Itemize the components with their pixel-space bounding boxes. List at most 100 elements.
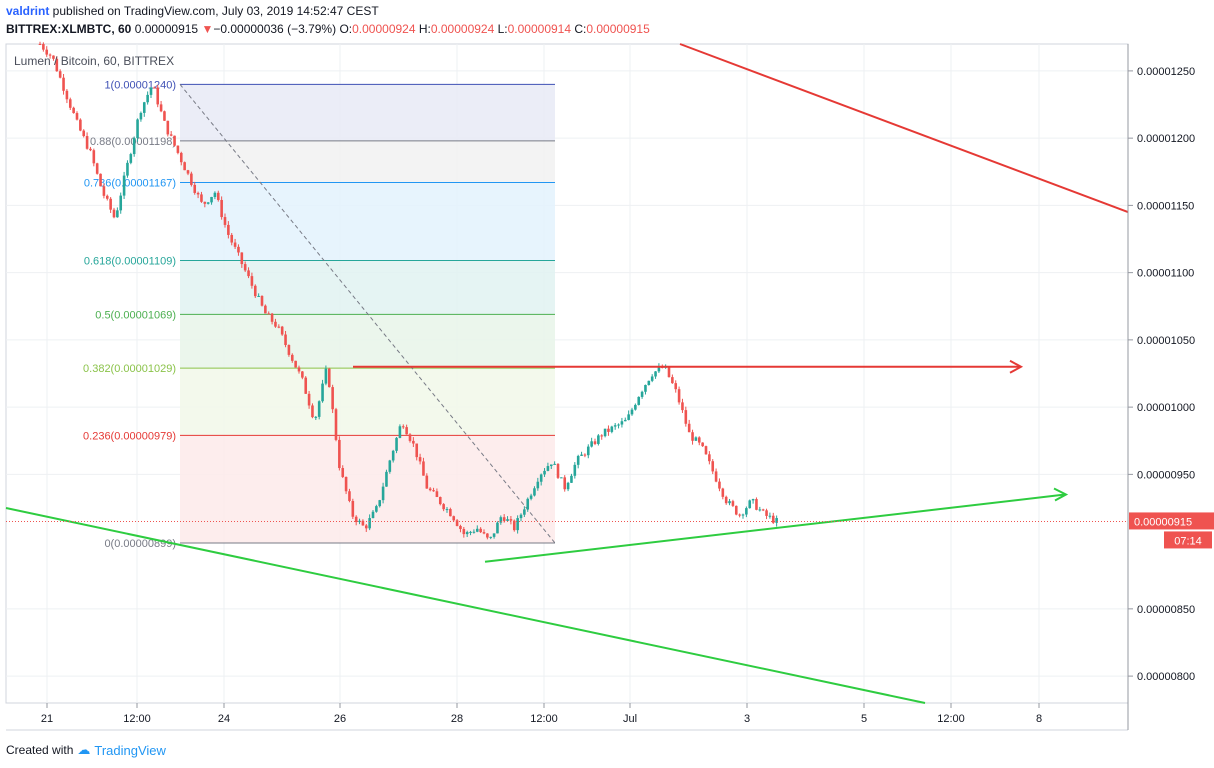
- candle-body: [116, 210, 119, 218]
- candle-body: [230, 234, 234, 243]
- candle-body: [452, 516, 456, 521]
- price-chart[interactable]: 0.00001250 0.00001200 0.00001150 0.00001100…: [0, 0, 1214, 735]
- candle-body: [516, 518, 519, 531]
- publish-info: published on TradingView.com, July 03, 2…: [49, 4, 379, 18]
- fib-level-label: 1(0.00001240): [104, 79, 176, 91]
- resistance-arrowhead: [1009, 359, 1024, 374]
- candle-body: [586, 446, 590, 456]
- candle-body: [738, 514, 741, 516]
- candle-body: [442, 504, 445, 510]
- last-price: 0.00000915: [134, 22, 199, 36]
- rising-support-line: [484, 493, 1066, 563]
- candle-body: [721, 488, 725, 497]
- candle-body: [435, 491, 439, 498]
- candle-body: [438, 497, 442, 505]
- candle-body: [112, 209, 116, 218]
- candle-body: [745, 508, 748, 515]
- x-tick-label: 24: [218, 713, 230, 725]
- candle-body: [341, 468, 345, 477]
- fib-level-label: 0(0.00000899): [104, 538, 176, 550]
- candle-body: [277, 326, 281, 328]
- candle-body: [667, 366, 671, 378]
- candle-body: [351, 500, 355, 517]
- long-support-line: [5, 507, 926, 704]
- candle-body: [422, 461, 425, 476]
- candle-body: [166, 120, 170, 135]
- candle-body: [85, 136, 89, 149]
- candle-body: [576, 455, 580, 465]
- candle-body: [593, 441, 597, 444]
- candle-body: [556, 463, 560, 478]
- candle-body: [280, 326, 284, 335]
- candle-body: [331, 387, 334, 410]
- descending-trendline: [679, 43, 1129, 214]
- tradingview-logo-icon: ☁: [77, 742, 91, 757]
- chart-title: Lumen / Bitcoin, 60, BITTREX: [14, 54, 174, 68]
- countdown-label: 07:14: [1174, 535, 1202, 547]
- fib-level-label: 0.786(0.00001167): [84, 178, 176, 190]
- candle-body: [647, 380, 651, 385]
- candle-body: [644, 384, 647, 392]
- x-tick-label: 26: [334, 713, 346, 725]
- candle-body: [613, 425, 617, 427]
- candle-body: [334, 409, 338, 440]
- candle-body: [203, 201, 207, 204]
- candle-body: [89, 148, 92, 151]
- candle-body: [62, 77, 65, 91]
- candle-body: [728, 501, 731, 504]
- candle-body: [193, 184, 197, 193]
- open-label: O:: [339, 22, 353, 36]
- candle-body: [317, 401, 321, 417]
- candle-body: [711, 461, 715, 472]
- low-value: 0.00000914: [507, 22, 572, 36]
- high-label: H:: [418, 22, 431, 36]
- open-value: 0.00000924: [352, 22, 416, 36]
- x-tick-label: 8: [1036, 713, 1042, 725]
- candle-body: [72, 107, 75, 114]
- candle-body: [294, 360, 297, 368]
- candle-body: [408, 434, 412, 441]
- candle-body: [704, 446, 708, 455]
- candle-body: [119, 195, 123, 211]
- candle-body: [99, 173, 102, 187]
- candle-body: [509, 519, 513, 521]
- candle-body: [371, 511, 375, 519]
- fib-level-label: 0.618(0.00001109): [84, 256, 176, 268]
- candle-body: [240, 252, 244, 265]
- candle-body: [257, 295, 260, 297]
- candle-body: [465, 532, 469, 535]
- candle-body: [324, 368, 328, 384]
- symbol-label: BITTREX:XLMBTC, 60: [6, 22, 132, 36]
- candle-body: [401, 426, 405, 428]
- candle-body: [506, 519, 509, 521]
- candle-body: [482, 532, 486, 534]
- tradingview-brand[interactable]: TradingView: [94, 742, 166, 758]
- fib-level-label: 0.382(0.00001029): [83, 363, 176, 375]
- candle-body: [368, 518, 371, 529]
- candle-body: [327, 368, 331, 388]
- candle-body: [684, 410, 688, 424]
- candle-body: [600, 435, 604, 437]
- candle-body: [590, 441, 593, 447]
- candle-body: [126, 162, 129, 176]
- candle-body: [344, 476, 348, 492]
- candle-body: [136, 119, 139, 139]
- candle-body: [159, 104, 163, 112]
- close-label: C:: [574, 22, 587, 36]
- last-price-tag-label: 0.00000915: [1134, 516, 1192, 528]
- x-tick-label: 12:00: [530, 713, 558, 725]
- candle-body: [519, 514, 523, 519]
- candle-body: [82, 130, 86, 137]
- candle-body: [237, 246, 240, 253]
- candle-body: [708, 454, 711, 462]
- candle-body: [445, 509, 449, 511]
- author-name[interactable]: valdrint: [6, 4, 50, 18]
- candle-body: [253, 285, 257, 297]
- candle-body: [637, 396, 641, 405]
- candle-body: [714, 471, 718, 482]
- candle-body: [502, 517, 506, 521]
- candle-body: [163, 111, 166, 121]
- candle-body: [65, 90, 69, 100]
- footer: Created with ☁ TradingView: [6, 742, 166, 758]
- candle-body: [570, 475, 573, 483]
